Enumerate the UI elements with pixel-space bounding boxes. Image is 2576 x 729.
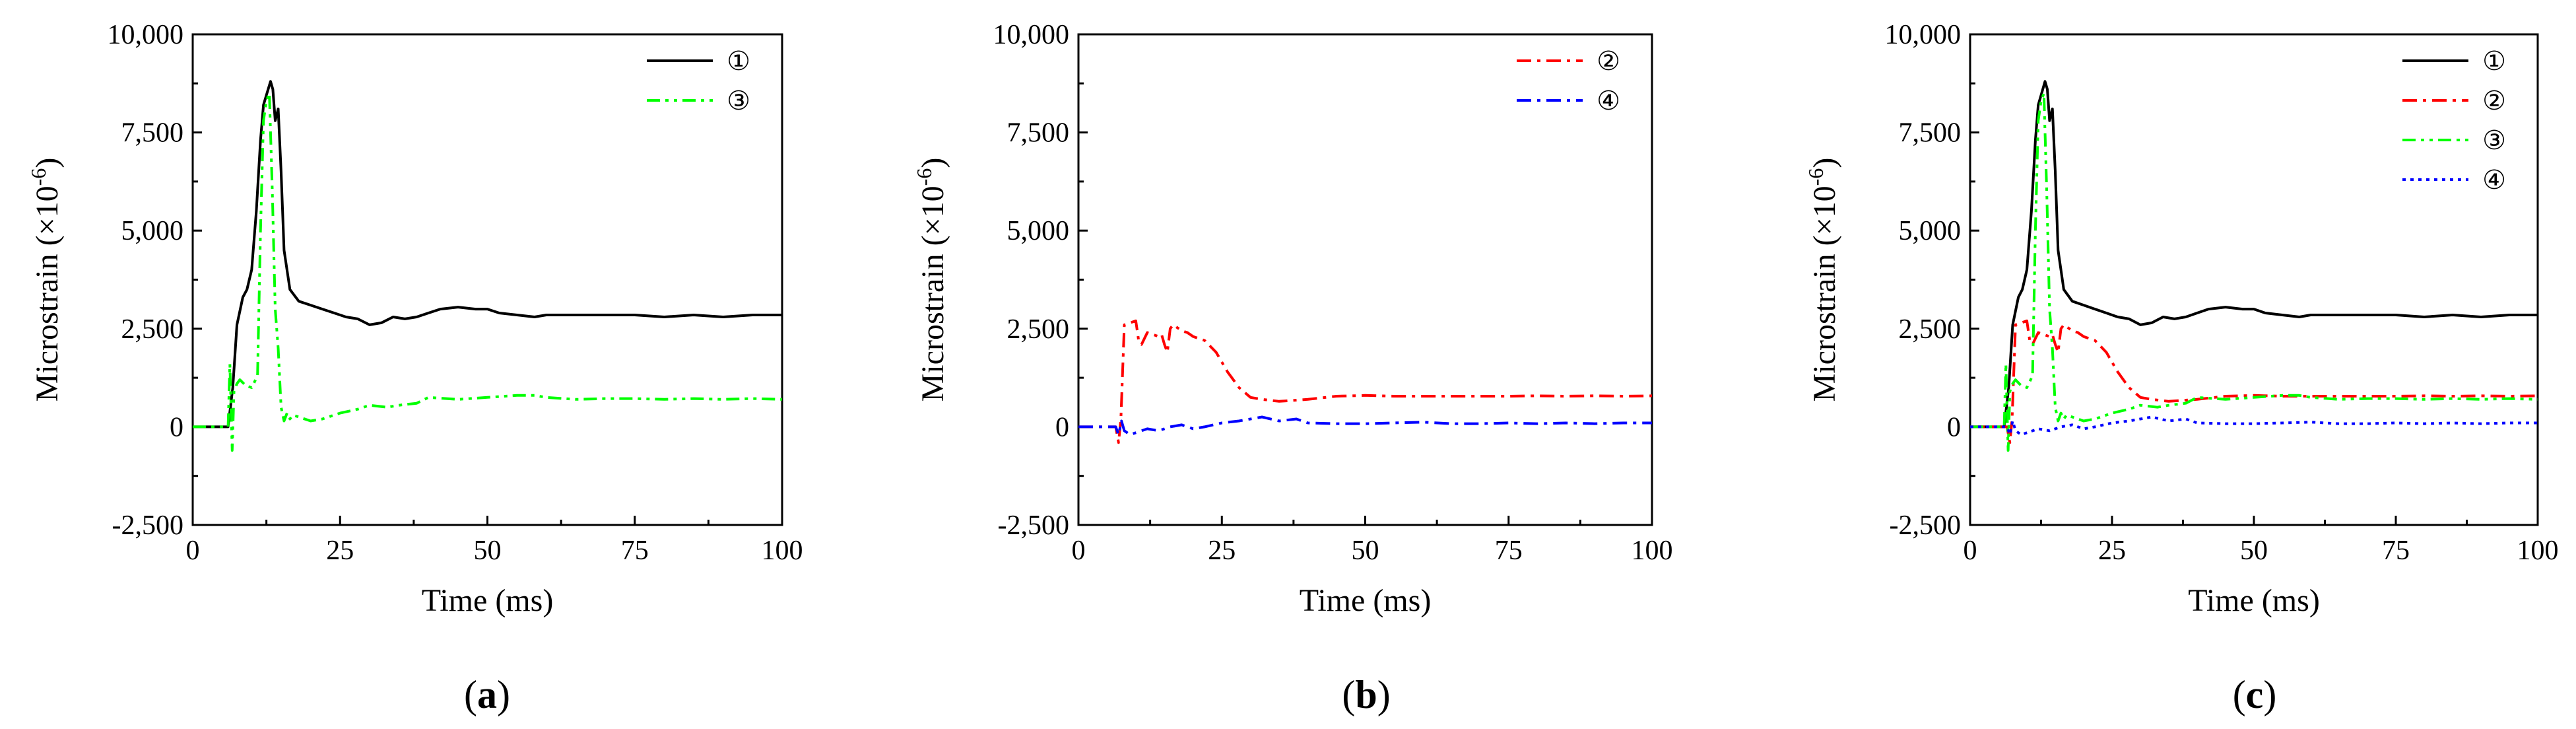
legend-label-4: ④ <box>2482 165 2506 195</box>
panel-label-open: ( <box>464 673 477 716</box>
y-tick-label: 7,500 <box>1007 118 1070 149</box>
y-axis-title-close: ) <box>915 158 950 168</box>
y-tick-label: 7,500 <box>121 118 184 149</box>
legend-label-1: ① <box>727 46 750 76</box>
panel-label-letter: b <box>1355 673 1377 716</box>
panel-label-letter: a <box>477 673 497 716</box>
y-axis-title-exponent: -6 <box>1804 168 1828 186</box>
y-tick-label: -2,500 <box>998 510 1070 541</box>
series-line-2 <box>1970 319 2538 444</box>
x-tick-label: 50 <box>2240 536 2268 566</box>
legend-label-3: ③ <box>2482 125 2506 155</box>
chart-panel-a: 0 25 50 75 100-2,50002,5005,0007,50010,000Ti… <box>26 20 803 716</box>
series-group <box>193 80 782 452</box>
series-line-1 <box>1970 80 2538 429</box>
x-tick-label: 0 <box>1964 536 1977 566</box>
panel-label: (c) <box>2233 673 2277 716</box>
plot-frame <box>1077 33 1653 526</box>
y-tick-label: 7,500 <box>1899 118 1962 149</box>
y-axis-title-close: ) <box>1807 158 1842 168</box>
y-axis-title-main: Microstrain (×10 <box>30 186 65 401</box>
chart-panel-b: 0 25 50 75 100-2,50002,5005,0007,50010,000Ti… <box>912 20 1673 716</box>
series-line-3 <box>193 92 782 452</box>
panel-label: (b) <box>1342 673 1390 716</box>
series-line-4 <box>1078 415 1652 436</box>
legend: ①③ <box>647 46 750 116</box>
x-tick-label: 50 <box>474 536 502 566</box>
y-axis-title: Microstrain (×10-6) <box>1804 158 1842 402</box>
x-axis-title: Time (ms) <box>422 583 554 618</box>
y-axis-title: Microstrain (×10-6) <box>26 158 65 402</box>
y-tick-label: 0 <box>1947 412 1961 442</box>
panel-label-open: ( <box>2233 673 2246 716</box>
legend-label-2: ② <box>2482 86 2506 116</box>
legend: ① ② ③ ④ <box>2402 46 2506 195</box>
y-tick-label: 0 <box>1055 412 1069 442</box>
y-tick-label: -2,500 <box>112 510 184 541</box>
panel-label-letter: c <box>2246 673 2264 716</box>
x-tick-label: 75 <box>621 536 649 566</box>
series-line-2 <box>1078 319 1652 444</box>
y-tick-label: 10,000 <box>108 20 184 50</box>
plot-frame <box>1969 33 2539 526</box>
y-tick-label: 2,500 <box>1899 314 1962 345</box>
y-tick-label: 2,500 <box>1007 314 1070 345</box>
x-tick-label: 100 <box>2517 536 2559 566</box>
legend-label-3: ③ <box>727 86 750 116</box>
y-tick-label: 10,000 <box>1885 20 1962 50</box>
y-axis-title: Microstrain (×10-6) <box>912 158 950 402</box>
legend-label-4: ④ <box>1597 86 1620 116</box>
y-tick-label: 10,000 <box>993 20 1070 50</box>
legend-label-2: ② <box>1597 46 1620 76</box>
x-tick-label: 25 <box>1208 536 1236 566</box>
panel-label: (a) <box>464 673 510 716</box>
y-axis-title-close: ) <box>30 158 65 168</box>
y-tick-label: 0 <box>170 412 183 442</box>
legend-label-1: ① <box>2482 46 2506 76</box>
y-tick-label: 5,000 <box>1899 216 1962 246</box>
series-group <box>1970 80 2538 452</box>
series-group <box>1078 319 1652 444</box>
y-tick-label: 2,500 <box>121 314 184 345</box>
x-tick-label: 50 <box>1352 536 1379 566</box>
y-axis-title-main: Microstrain (×10 <box>1807 186 1842 401</box>
y-axis-title-exponent: -6 <box>912 168 936 186</box>
x-axis-title: Time (ms) <box>1300 583 1432 618</box>
x-tick-label: 75 <box>2382 536 2410 566</box>
series-line-1 <box>193 80 782 429</box>
y-axis-title-exponent: -6 <box>26 168 50 186</box>
y-axis-title-main: Microstrain (×10 <box>915 186 950 401</box>
x-tick-label: 25 <box>326 536 354 566</box>
panel-label-close: ) <box>497 673 510 716</box>
panel-label-open: ( <box>1342 673 1355 716</box>
x-tick-label: 100 <box>762 536 803 566</box>
panel-label-close: ) <box>1377 673 1391 716</box>
y-tick-label: 5,000 <box>121 216 184 246</box>
series-line-3 <box>1970 92 2538 452</box>
y-tick-label: 5,000 <box>1007 216 1070 246</box>
x-tick-label: 25 <box>2098 536 2126 566</box>
x-tick-label: 100 <box>1632 536 1673 566</box>
chart-panel-c: 0 25 50 75 100-2,50002,5005,0007,50010,000Ti… <box>1804 20 2559 716</box>
plot-frame <box>191 33 783 526</box>
panel-label-close: ) <box>2263 673 2276 716</box>
y-tick-label: -2,500 <box>1890 510 1962 541</box>
x-tick-label: 0 <box>1072 536 1086 566</box>
legend: ②④ <box>1517 46 1620 116</box>
x-tick-label: 75 <box>1495 536 1523 566</box>
x-axis-title: Time (ms) <box>2188 583 2320 618</box>
x-tick-label: 0 <box>186 536 200 566</box>
series-line-4 <box>1970 415 2538 436</box>
